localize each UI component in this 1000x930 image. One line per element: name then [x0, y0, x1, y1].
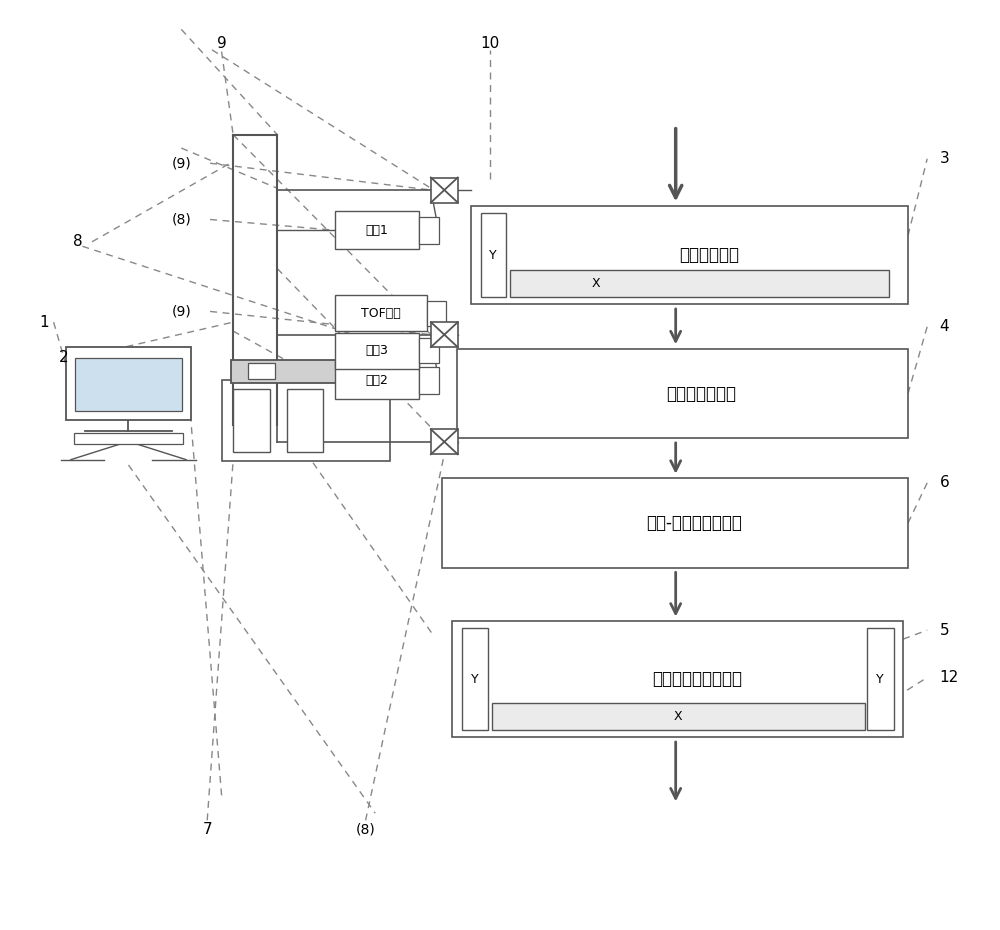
Bar — [471, 206, 908, 304]
Bar — [335, 211, 419, 249]
Text: X: X — [592, 277, 600, 290]
Text: (9): (9) — [171, 156, 191, 170]
Bar — [222, 380, 390, 460]
Bar — [248, 364, 275, 379]
Bar — [431, 178, 458, 203]
Text: Y: Y — [489, 248, 497, 261]
Bar — [335, 362, 419, 399]
Text: Y: Y — [876, 672, 884, 685]
Bar — [462, 629, 488, 730]
Text: 8: 8 — [73, 234, 82, 249]
Text: 5: 5 — [940, 623, 949, 638]
Bar — [419, 339, 439, 364]
Bar — [231, 360, 380, 383]
Text: 钉筋-预埋件投放工位: 钉筋-预埋件投放工位 — [646, 514, 742, 532]
Text: (8): (8) — [356, 822, 375, 836]
Bar — [419, 217, 439, 244]
Bar — [419, 366, 439, 393]
Text: (8): (8) — [171, 212, 191, 227]
Bar — [66, 347, 191, 420]
Bar — [481, 213, 506, 298]
Bar — [452, 621, 903, 737]
Text: 6: 6 — [940, 475, 949, 490]
Text: X: X — [673, 711, 682, 724]
Text: 模具安装工位: 模具安装工位 — [679, 246, 739, 264]
Text: Y: Y — [471, 672, 479, 685]
Bar — [510, 271, 889, 298]
Text: 12: 12 — [940, 670, 959, 685]
Text: 接线盒安装工位: 接线盒安装工位 — [667, 385, 737, 403]
Text: 10: 10 — [481, 36, 500, 51]
Text: TOF相机: TOF相机 — [361, 307, 401, 320]
Text: 4: 4 — [940, 319, 949, 334]
Text: 2: 2 — [58, 351, 68, 365]
Text: 相机3: 相机3 — [366, 344, 389, 357]
Bar — [492, 703, 865, 730]
Bar — [233, 389, 270, 452]
Bar — [442, 478, 908, 567]
Text: (9): (9) — [171, 304, 191, 318]
Bar — [75, 358, 182, 411]
Bar — [335, 333, 419, 368]
Text: 相机2: 相机2 — [366, 374, 389, 387]
Text: 9: 9 — [217, 36, 226, 51]
Text: 3: 3 — [940, 152, 949, 166]
Bar — [427, 300, 446, 325]
Text: 浇筑前综合检查工位: 浇筑前综合检查工位 — [652, 671, 742, 688]
Bar — [431, 430, 458, 454]
Bar — [335, 296, 427, 331]
Bar — [74, 432, 183, 445]
Bar — [431, 322, 458, 347]
Text: 7: 7 — [202, 822, 212, 837]
Text: 相机1: 相机1 — [366, 224, 389, 237]
Bar — [457, 349, 908, 438]
Text: 1: 1 — [39, 314, 49, 329]
Bar — [867, 629, 894, 730]
Bar — [287, 389, 323, 452]
